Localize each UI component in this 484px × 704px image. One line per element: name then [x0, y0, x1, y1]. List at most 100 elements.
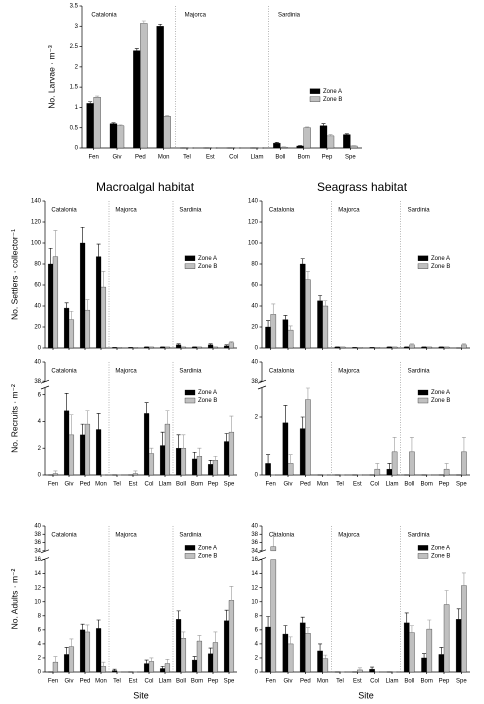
region-label: Majorca	[115, 369, 137, 375]
bar	[438, 654, 445, 673]
legend-label: Zone A	[431, 256, 450, 262]
error-bar	[271, 531, 276, 547]
y-tick-label: 1	[75, 105, 79, 111]
bar	[265, 626, 271, 673]
bar	[391, 451, 398, 476]
bar	[163, 116, 171, 149]
bar	[228, 342, 234, 349]
error-bar	[224, 344, 229, 346]
legend-swatch	[184, 553, 196, 559]
bar	[270, 546, 277, 673]
x-tick-label: Llam	[158, 482, 171, 488]
x-tick-label: Est	[129, 679, 138, 685]
y-tick-label: 34	[251, 548, 258, 554]
bar	[273, 142, 281, 149]
x-tick-label: Ped	[80, 482, 91, 488]
bar	[224, 345, 230, 349]
bar	[196, 640, 202, 673]
y-tick-label: 4	[38, 641, 42, 647]
bar	[208, 653, 214, 673]
y-tick-label: 100	[248, 241, 259, 247]
bar	[319, 125, 328, 149]
y-tick-label: 0	[75, 146, 79, 152]
x-tick-label: Ped	[80, 679, 91, 685]
error-bar	[208, 459, 213, 465]
error-bar	[192, 451, 197, 459]
x-tick-label: Pep	[439, 679, 450, 685]
y-tick-label: 12	[34, 585, 41, 591]
error-bar	[344, 133, 349, 135]
y-tick-label: 8	[38, 613, 42, 619]
y-tick-label: 100	[31, 241, 42, 247]
y-tick-label: 38	[251, 532, 258, 538]
bar	[212, 460, 218, 476]
bar	[270, 314, 277, 349]
x-tick-label: Bom	[297, 155, 309, 161]
bar	[374, 469, 381, 476]
x-tick-label: Boll	[404, 482, 414, 488]
legend-swatch	[417, 397, 429, 404]
error-bar	[266, 616, 271, 628]
x-tick-label: Fen	[265, 679, 275, 685]
error-bar	[165, 410, 170, 425]
error-bar	[323, 654, 328, 659]
error-bar	[404, 612, 409, 623]
error-bar	[53, 656, 58, 663]
legend-label: Zone B	[431, 553, 450, 559]
legend-label: Zone B	[198, 264, 217, 270]
bar	[461, 344, 467, 349]
x-tick-label: Giv	[284, 482, 293, 488]
bar	[322, 305, 329, 349]
bar	[426, 628, 433, 673]
error-bar	[370, 666, 375, 670]
y-axis-label: No. Larvae · m⁻³	[46, 45, 56, 109]
error-bar	[323, 300, 328, 306]
y-tick-label: 3	[75, 24, 79, 30]
bar	[64, 654, 70, 673]
error-bar	[144, 402, 149, 414]
y-tick-label: 140	[248, 199, 259, 205]
region-label: Catalonia	[51, 533, 77, 539]
x-tick-label: Tel	[336, 679, 344, 685]
legend-swatch	[417, 255, 429, 261]
error-bar	[274, 142, 279, 144]
error-bar	[134, 48, 139, 51]
x-tick-label: Est	[353, 482, 362, 488]
bar	[156, 26, 164, 149]
error-bar	[288, 454, 293, 464]
bar	[140, 23, 148, 149]
error-bar	[64, 393, 69, 411]
error-bar	[266, 320, 271, 327]
error-bar	[283, 625, 288, 635]
bar	[443, 469, 450, 476]
error-bar	[80, 623, 85, 630]
error-bar	[192, 656, 197, 661]
x-tick-label: Giv	[284, 679, 293, 685]
bar	[299, 428, 306, 476]
bar	[228, 432, 234, 476]
legend-swatch	[417, 263, 429, 269]
y-tick-label: 80	[251, 262, 258, 268]
error-bar	[229, 415, 234, 433]
error-bar	[439, 647, 444, 655]
error-bar	[318, 295, 323, 301]
error-bar	[181, 631, 186, 639]
x-tick-label: Fen	[265, 482, 275, 488]
region-label: Catalonia	[91, 13, 117, 19]
bar	[132, 473, 138, 476]
legend-label: Zone A	[198, 390, 217, 396]
region-label: Sardinia	[408, 208, 431, 214]
y-tick-label: 4	[255, 641, 259, 647]
bar	[100, 666, 106, 673]
region-label: Sardinia	[408, 369, 431, 375]
bar	[112, 670, 118, 673]
region-label: Sardinia	[179, 208, 202, 214]
error-bar	[387, 463, 392, 470]
bar	[164, 423, 170, 476]
error-bar	[96, 243, 101, 257]
region-label: Catalonia	[51, 208, 77, 214]
bar	[409, 451, 415, 476]
error-bar	[444, 463, 449, 470]
bar	[287, 330, 294, 349]
legend-swatch	[417, 545, 429, 551]
